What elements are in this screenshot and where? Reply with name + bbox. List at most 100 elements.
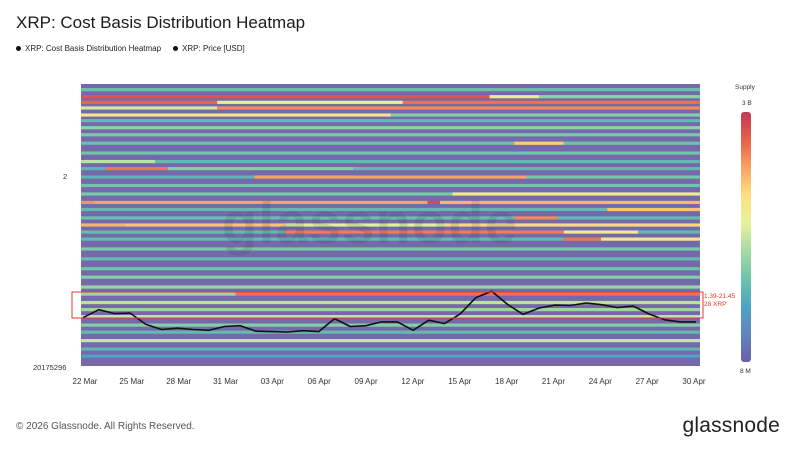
- heatmap-band-11-segment-2: [167, 167, 354, 171]
- heatmap-band-6-segment-0: [81, 126, 700, 130]
- heatmap-band-20-segment-0: [81, 237, 564, 241]
- heatmap-band-16-segment-1: [607, 207, 700, 212]
- heatmap-band-17-segment-0: [81, 216, 515, 220]
- glassnode-logo[interactable]: glassnode: [682, 414, 780, 437]
- y-tick-bottom: 20175296: [33, 363, 67, 372]
- heatmap-band-8-segment-0: [81, 141, 515, 145]
- heatmap-band-33-segment-0: [81, 347, 700, 351]
- supply-scale-max: 3 B: [742, 100, 752, 107]
- heatmap-band-4-segment-0: [81, 113, 391, 117]
- heatmap-band-13-segment-0: [81, 183, 700, 188]
- chart-title: XRP: Cost Basis Distribution Heatmap: [16, 13, 306, 32]
- x-tick-label: 18 Apr: [495, 377, 518, 386]
- legend-label-price: XRP: Price [USD]: [182, 44, 245, 53]
- legend-label-heatmap: XRP: Cost Basis Distribution Heatmap: [25, 44, 162, 53]
- annotation-line-2: 28 XRP: [704, 301, 727, 308]
- heatmap-band-20-segment-2: [600, 237, 700, 241]
- x-tick-label: 21 Apr: [542, 377, 565, 386]
- legend: XRP: Cost Basis Distribution Heatmap XRP…: [16, 44, 245, 53]
- heatmap-band-1-segment-0: [81, 95, 490, 99]
- heatmap-band-16-segment-0: [81, 207, 608, 212]
- x-tick-label: 09 Apr: [355, 377, 378, 386]
- legend-item-heatmap[interactable]: XRP: Cost Basis Distribution Heatmap: [16, 44, 161, 53]
- heatmap-band-28-segment-0: [81, 308, 700, 312]
- heatmap-band-10-segment-0: [81, 159, 156, 164]
- x-tick-label: 22 Mar: [73, 377, 98, 386]
- x-tick-label: 15 Apr: [448, 377, 471, 386]
- heatmap-band-23-segment-0: [81, 267, 700, 271]
- heatmap-band-34-segment-0: [81, 354, 700, 358]
- dot-icon: [16, 46, 21, 51]
- copyright-footer: © 2026 Glassnode. All Rights Reserved.: [16, 421, 195, 432]
- heatmap-band-3-segment-1: [217, 106, 700, 110]
- heatmap-band-2-segment-0: [81, 100, 218, 104]
- heatmap-band-24-segment-0: [81, 275, 700, 279]
- x-tick-label: 25 Mar: [119, 377, 144, 386]
- heatmap-band-2-segment-2: [402, 100, 700, 104]
- heatmap-band-14-segment-1: [452, 192, 700, 196]
- heatmap-band-8-segment-1: [514, 141, 564, 145]
- heatmap-band-15-segment-0: [81, 200, 94, 205]
- heatmap-band-1-segment-2: [539, 95, 700, 99]
- dot-icon: [173, 46, 179, 51]
- heatmap-band-11-segment-0: [81, 167, 106, 171]
- heatmap-band-7-segment-0: [81, 133, 700, 137]
- heatmap-band-22-segment-0: [81, 257, 700, 261]
- heatmap-band-15-segment-3: [440, 200, 700, 205]
- supply-scale-title: Supply: [735, 84, 755, 91]
- x-tick-label: 27 Apr: [636, 377, 659, 386]
- heatmap-band-20-segment-1: [563, 237, 601, 241]
- annotation-line-1: 1.39-21.45: [704, 293, 736, 300]
- heatmap-band-12-segment-0: [81, 175, 255, 179]
- x-tick-label: 28 Mar: [166, 377, 191, 386]
- heatmap-band-15-segment-2: [427, 200, 441, 205]
- highlight-box: [71, 291, 704, 319]
- heatmap-band-2-segment-1: [217, 100, 403, 104]
- heatmap-band-17-segment-2: [557, 216, 700, 220]
- supply-scale-min: 8 M: [740, 368, 751, 375]
- heatmap-band-18-segment-1: [124, 223, 286, 227]
- heatmap-band-15-segment-1: [93, 200, 428, 205]
- x-tick-label: 12 Apr: [401, 377, 424, 386]
- x-tick-label: 30 Apr: [682, 377, 705, 386]
- legend-item-price[interactable]: XRP: Price [USD]: [173, 44, 245, 53]
- heatmap-band-19-segment-1: [285, 230, 564, 234]
- heatmap-band-26-segment-1: [235, 292, 700, 296]
- x-tick-label: 03 Apr: [261, 377, 284, 386]
- highlight-annotation: 1.39-21.45 28 XRP: [704, 293, 735, 309]
- x-tick-label: 06 Apr: [308, 377, 331, 386]
- heatmap-band-8-segment-2: [563, 141, 700, 145]
- supply-color-bar: [741, 112, 751, 362]
- heatmap-band-11-segment-1: [105, 167, 168, 171]
- heatmap-band-12-segment-2: [526, 175, 700, 179]
- y-tick-top: 2: [63, 172, 68, 181]
- heatmap-band-19-segment-0: [81, 230, 286, 234]
- price-line: [82, 290, 696, 333]
- heatmap-band-19-segment-2: [563, 230, 639, 234]
- watermark: glassnode: [222, 191, 518, 256]
- heatmap-band-17-segment-1: [514, 216, 558, 220]
- heatmap-band-19-segment-3: [638, 230, 700, 234]
- heatmap-band-1-segment-1: [489, 95, 540, 99]
- x-tick-label: 24 Apr: [589, 377, 612, 386]
- heatmap-band-18-segment-3: [446, 223, 700, 227]
- heatmap-band-31-segment-0: [81, 330, 700, 334]
- heatmap-band-11-segment-3: [353, 167, 700, 171]
- heatmap-band-10-segment-1: [155, 159, 700, 164]
- heatmap-band-32-segment-0: [81, 339, 700, 343]
- heatmap-band-30-segment-0: [81, 323, 700, 327]
- heatmap-band-26-segment-0: [81, 292, 236, 296]
- x-tick-label: 31 Mar: [213, 377, 238, 386]
- heatmap-band-12-segment-1: [254, 175, 527, 179]
- heatmap-band-25-segment-0: [81, 285, 700, 289]
- heatmap-band-18-segment-2: [285, 223, 447, 227]
- heatmap-band-5-segment-0: [81, 119, 700, 123]
- heatmap-band-3-segment-0: [81, 106, 218, 110]
- heatmap-band-27-segment-0: [81, 300, 700, 305]
- heatmap-band-14-segment-0: [81, 192, 453, 196]
- heatmap-band-29-segment-0: [81, 315, 700, 319]
- heatmap-band-18-segment-0: [81, 223, 125, 227]
- heatmap-band-21-segment-0: [81, 247, 700, 251]
- heatmap-band-4-segment-1: [390, 113, 700, 117]
